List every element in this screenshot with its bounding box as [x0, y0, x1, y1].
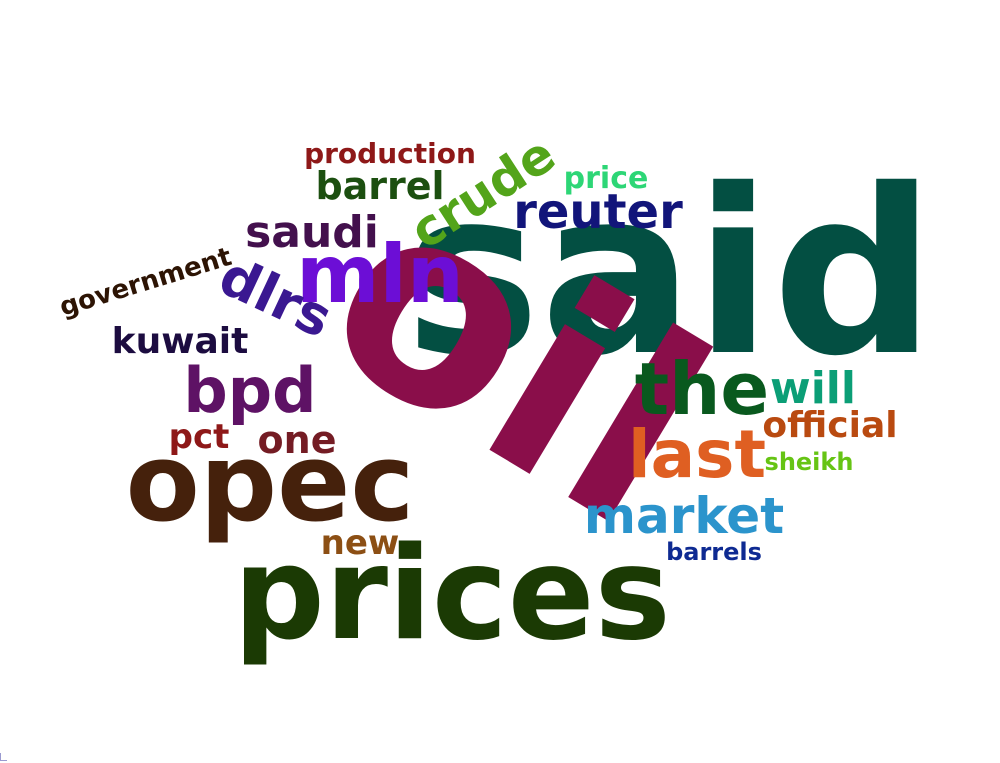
corner-mark	[0, 753, 7, 761]
word-kuwait: kuwait	[112, 321, 249, 362]
word-the: the	[635, 347, 770, 431]
word-production: production	[304, 137, 476, 170]
word-will: will	[770, 363, 856, 414]
word-new: new	[321, 523, 400, 563]
word-pct: pct	[169, 417, 230, 457]
word-one: one	[258, 418, 337, 462]
word-opec: opec	[126, 421, 415, 546]
word-market: market	[584, 487, 784, 545]
word-price: price	[564, 161, 649, 196]
word-prices: prices	[233, 520, 671, 669]
word-sheikh: sheikh	[765, 448, 854, 476]
word-barrels: barrels	[666, 538, 762, 566]
word-barrel: barrel	[315, 164, 444, 208]
word-mln: mln	[296, 228, 464, 321]
word-reuter: reuter	[513, 184, 683, 240]
word-bpd: bpd	[183, 354, 316, 427]
word-last: last	[628, 416, 766, 493]
word-saudi: saudi	[245, 207, 379, 258]
word-government: government	[56, 242, 235, 323]
word-said: said	[405, 140, 936, 406]
word-official: official	[762, 405, 897, 446]
